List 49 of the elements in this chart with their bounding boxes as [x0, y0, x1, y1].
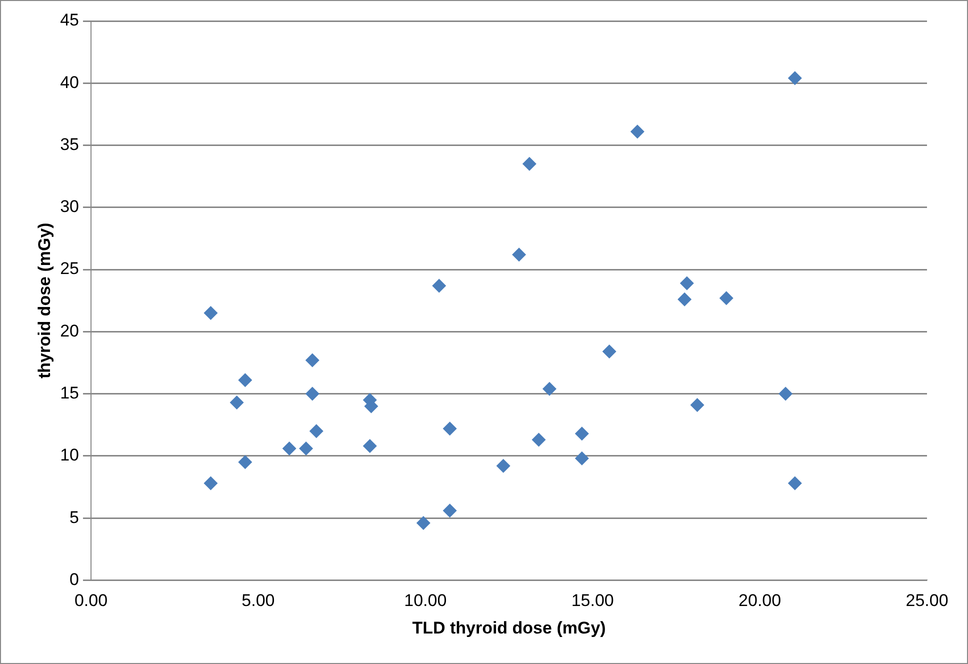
point [282, 441, 296, 456]
y-tick-label: 25 [60, 259, 79, 278]
y-tick-label: 5 [70, 508, 79, 527]
point [305, 353, 320, 368]
point [299, 441, 314, 456]
y-tick-label: 15 [60, 383, 79, 402]
point [678, 292, 692, 306]
point [522, 156, 536, 171]
point [512, 248, 526, 262]
point [442, 422, 457, 436]
y-tick-label: 45 [60, 10, 79, 30]
point [542, 382, 556, 396]
point [719, 291, 734, 306]
y-tick-label: 40 [60, 72, 79, 92]
point [788, 476, 802, 490]
point [532, 432, 546, 447]
point [602, 344, 616, 359]
point [238, 373, 252, 388]
point [204, 476, 218, 490]
x-axis-title: TLD thyroid dose (mGy) [412, 618, 606, 638]
point [574, 426, 589, 441]
x-tick-label: 5.00 [242, 591, 275, 610]
y-tick-label: 0 [70, 570, 79, 589]
point [432, 278, 446, 293]
x-tick-label: 25.00 [906, 591, 948, 610]
point [680, 276, 694, 290]
y-axis-title: thyroid dose (mGy) [34, 222, 54, 379]
point [416, 516, 430, 530]
y-tick-label: 10 [60, 446, 79, 465]
x-tick-label: 15.00 [571, 591, 614, 610]
point [238, 455, 252, 470]
y-tick-label: 35 [60, 134, 79, 154]
y-tick-label: 20 [60, 321, 79, 340]
point [442, 504, 457, 518]
point [362, 438, 377, 453]
point [496, 458, 510, 473]
point [305, 386, 320, 401]
y-tick-label: 30 [60, 197, 79, 216]
point [690, 398, 704, 412]
point [204, 306, 218, 320]
point [788, 71, 802, 86]
x-tick-label: 20.00 [738, 591, 782, 610]
point [230, 396, 244, 410]
point [574, 451, 589, 466]
x-tick-label: 0.00 [74, 591, 108, 610]
x-tick-label: 10.00 [404, 591, 447, 610]
point [630, 124, 644, 139]
point [778, 386, 793, 401]
point [309, 424, 324, 438]
